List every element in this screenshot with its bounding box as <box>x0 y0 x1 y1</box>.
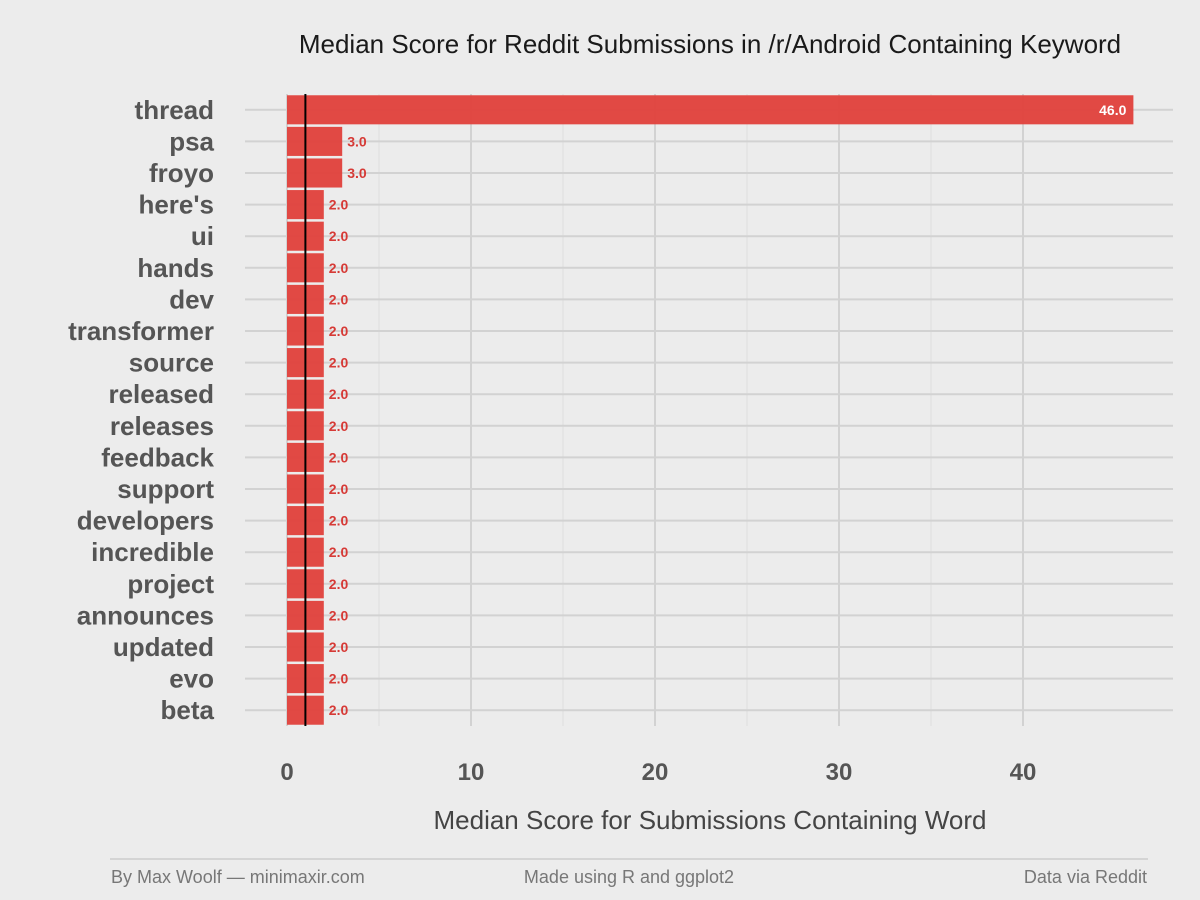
bar-value-label: 2.0 <box>329 228 349 244</box>
bar-value-label: 2.0 <box>329 576 349 592</box>
category-label: developers <box>77 506 214 536</box>
bar-value-label: 2.0 <box>329 513 349 529</box>
category-label: updated <box>113 632 214 662</box>
bar-value-label: 2.0 <box>329 260 349 276</box>
x-axis-ticks: 0 10 20 30 40 <box>280 759 1036 786</box>
category-label: feedback <box>101 442 214 472</box>
x-tick-label: 40 <box>1010 759 1037 786</box>
category-label: releases <box>110 411 214 441</box>
bar <box>287 158 343 188</box>
category-label: beta <box>161 695 215 725</box>
x-tick-label: 20 <box>642 759 669 786</box>
bar-value-label: 2.0 <box>329 607 349 623</box>
value-labels: 46.0 3.0 3.0 2.0 2.0 2.0 2.0 2.0 2.0 2.0 2.0 2.0 2.0… <box>329 102 1127 718</box>
bar-value-label: 2.0 <box>329 418 349 434</box>
bar-value-label: 2.0 <box>329 355 349 371</box>
category-label: released <box>108 379 214 409</box>
bar-value-label: 3.0 <box>347 133 367 149</box>
category-label: announces <box>77 600 214 630</box>
category-label: froyo <box>149 158 214 188</box>
bar-value-label: 2.0 <box>329 291 349 307</box>
category-label: hands <box>137 253 214 283</box>
category-label: source <box>129 348 214 378</box>
grid-layer <box>245 94 1173 726</box>
category-labels: threadpsafroyohere'suihandsdevtransforme… <box>68 95 214 725</box>
category-label: incredible <box>91 537 214 567</box>
x-tick-label: 0 <box>280 759 293 786</box>
bar-value-label: 3.0 <box>347 165 367 181</box>
bar-value-label: 2.0 <box>329 386 349 402</box>
category-label: thread <box>135 95 214 125</box>
bar-value-label: 2.0 <box>329 671 349 687</box>
footer-source: Data via Reddit <box>1024 867 1147 887</box>
category-label: project <box>127 569 214 599</box>
x-tick-label: 10 <box>458 759 485 786</box>
bar <box>287 95 1134 125</box>
category-label: psa <box>169 126 214 156</box>
footer-credit: By Max Woolf — minimaxir.com <box>111 867 365 887</box>
bar-value-label: 2.0 <box>329 197 349 213</box>
category-label: evo <box>169 664 214 694</box>
category-label: here's <box>138 190 214 220</box>
category-label: dev <box>169 284 214 314</box>
bar-value-label: 46.0 <box>1099 102 1126 118</box>
bar-value-label: 2.0 <box>329 449 349 465</box>
category-label: transformer <box>68 316 214 346</box>
bar-value-label: 2.0 <box>329 481 349 497</box>
category-label: support <box>117 474 214 504</box>
category-label: ui <box>191 221 214 251</box>
chart-title: Median Score for Reddit Submissions in /… <box>299 29 1121 59</box>
bar-value-label: 2.0 <box>329 702 349 718</box>
x-tick-label: 30 <box>826 759 853 786</box>
x-axis-title: Median Score for Submissions Containing … <box>433 805 986 835</box>
footer-tool: Made using R and ggplot2 <box>524 867 734 887</box>
bars-layer <box>287 95 1134 725</box>
bar-value-label: 2.0 <box>329 639 349 655</box>
bar-value-label: 2.0 <box>329 544 349 560</box>
bar-value-label: 2.0 <box>329 323 349 339</box>
bar <box>287 126 343 156</box>
